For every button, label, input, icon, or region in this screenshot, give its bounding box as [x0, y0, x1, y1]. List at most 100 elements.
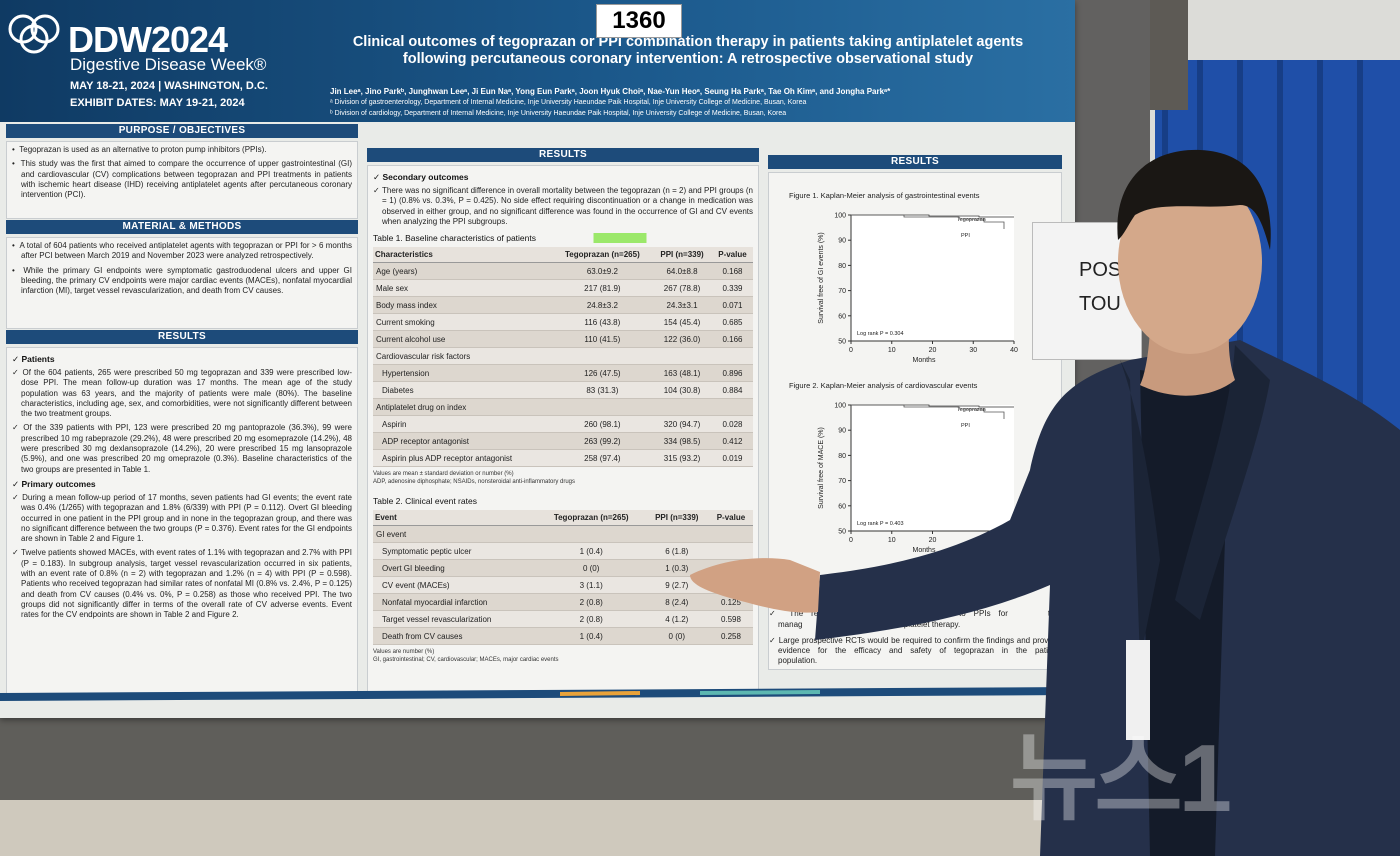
row-label: Overt GI bleeding [373, 559, 538, 578]
group-label: GI event [373, 525, 753, 544]
table-row: Symptomatic peptic ulcer 1 (0.4) 6 (1.8) [373, 542, 753, 561]
y-tick-label: 50 [838, 339, 846, 346]
table-row: Current smoking 116 (43.8) 154 (45.4) 0.685 [373, 313, 753, 332]
cell: 0.168 [711, 262, 753, 281]
dates: MAY 18-21, 2024 | WASHINGTON, D.C. [70, 80, 268, 92]
cell: 6 (1.8) [644, 542, 709, 561]
cell: 0.598 [708, 610, 753, 629]
section-heading: RESULTS [367, 148, 759, 162]
row-label: Aspirin plus ADP receptor antagonist [373, 449, 553, 468]
table-row: Male sex 217 (81.9) 267 (78.8) 0.339 [373, 279, 753, 298]
cell: 154 (45.4) [652, 313, 712, 332]
paragraph: Large prospective RCTs would be required… [769, 636, 1059, 667]
poster-title: Clinical outcomes of tegoprazan or PPI c… [352, 34, 1024, 67]
cell: 320 (94.7) [652, 415, 712, 434]
section: RESULTS Patients Of the 604 patients, 265 … [6, 330, 358, 695]
table-row: Overt GI bleeding 0 (0) 1 (0.3) [373, 559, 753, 578]
text-fragment: The resul [789, 609, 829, 619]
legend-label: PPI [961, 423, 970, 429]
section-heading: RESULTS [768, 155, 1062, 169]
figure-caption: Figure 2. Kaplan-Meier analysis of cardi… [789, 381, 978, 390]
cell: 0.896 [711, 364, 753, 383]
table-row: Age (years) 63.0±9.2 64.0±8.8 0.168 [373, 262, 753, 281]
cell: 267 (78.8) [652, 279, 712, 298]
cell: 2 (0.8) [537, 593, 645, 612]
x-tick-label: 10 [888, 537, 896, 544]
x-tick-label: 20 [929, 537, 937, 544]
cell: 258 (97.4) [552, 449, 653, 468]
y-tick-label: 90 [838, 238, 846, 245]
cell: 334 (98.5) [652, 432, 712, 451]
curve [851, 404, 1014, 408]
group-label: Antiplatelet drug on index [373, 398, 753, 417]
table-note: ADP, adenosine diphosphate; NSAIDs, nons… [373, 478, 576, 485]
table-row: Antiplatelet drug on index [373, 398, 753, 417]
y-tick-label: 100 [834, 403, 846, 410]
row-label: Target vessel revascularization [373, 610, 538, 629]
section-heading: MATERIAL & METHODS [6, 220, 358, 234]
paragraph: Of the 604 patients, 265 were prescribed… [12, 368, 352, 419]
section: PURPOSE / OBJECTIVES Tegoprazan is used a… [6, 124, 358, 219]
watermark: 뉴스1 [1010, 725, 1232, 832]
cell: 0.412 [711, 432, 753, 451]
table: Characteristics Tegoprazan (n=265) PPI (n=… [373, 247, 753, 468]
y-tick-label: 90 [838, 428, 846, 435]
subheading: Patients [12, 354, 352, 365]
subheading: Primary outcomes [12, 479, 352, 490]
exhibit-dates: EXHIBIT DATES: MAY 19-21, 2024 [70, 97, 245, 109]
column-header: PPI (n=339) [652, 247, 712, 264]
table-row: GI event [373, 525, 753, 544]
cell: 122 (36.0) [652, 330, 712, 349]
cell: 0.071 [711, 296, 753, 315]
figure-caption: Figure 1. Kaplan-Meier analysis of gastr… [789, 191, 980, 200]
table-row: Death from CV causes 1 (0.4) 0 (0) 0.258 [373, 627, 753, 646]
column-header: Tegoprazan (n=265) [537, 510, 645, 527]
cell: 0.884 [711, 381, 753, 400]
row-label: Hypertension [373, 364, 553, 383]
table: Event Tegoprazan (n=265) PPI (n=339) P-valu… [373, 510, 753, 646]
table-row: Diabetes 83 (31.3) 104 (30.8) 0.884 [373, 381, 753, 400]
affiliation: ᵇ Division of cardiology, Department of … [330, 110, 787, 117]
curve [851, 214, 1005, 229]
column-header: Event [373, 510, 538, 527]
legend-label: PPI [961, 233, 970, 239]
row-label: Current smoking [373, 313, 553, 332]
results-box: Secondary outcomes There was no signific… [367, 165, 759, 693]
legend-label: Tegoprazan [957, 217, 986, 223]
cell: 83 (31.3) [552, 381, 653, 400]
table-header: Event Tegoprazan (n=265) PPI (n=339) P-valu… [373, 510, 753, 527]
paragraph: While the primary GI endpoints were symp… [12, 266, 352, 297]
y-tick-label: 70 [838, 478, 846, 485]
section-box: Patients Of the 604 patients, 265 were pr… [6, 347, 358, 695]
cell: 110 (41.5) [552, 330, 653, 349]
figure: 50 60 70 80 90 100 0 10 20 30 40 Months Survival fre… [818, 213, 1018, 365]
legend-label: Tegoprazan [957, 407, 986, 413]
cell: 1 (0.4) [537, 542, 645, 561]
column-header: PPI (n=339) [644, 510, 709, 527]
cell: 24.8±3.2 [552, 296, 653, 315]
row-label: Diabetes [373, 381, 553, 400]
x-tick-label: 0 [849, 347, 853, 354]
cell: 263 (99.2) [552, 432, 653, 451]
authors: Jin Leeᵃ, Jino Parkᵇ, Junghwan Leeᵃ, Ji … [330, 87, 891, 96]
x-axis-label: Months [913, 357, 936, 364]
paragraph: A total of 604 patients who received ant… [12, 241, 352, 262]
paragraph: Twelve patients showed MACEs, with event… [12, 548, 352, 620]
cell [708, 542, 753, 561]
cell: 64.0±8.8 [652, 262, 712, 281]
paragraph: This study was the first that aimed to c… [12, 159, 352, 200]
sign-text: TOU [1079, 293, 1121, 315]
group-label: Cardiovascular risk factors [373, 347, 753, 366]
cell: 104 (30.8) [652, 381, 712, 400]
section-heading: RESULTS [6, 330, 358, 344]
cell: 163 (48.1) [652, 364, 712, 383]
table-row: Aspirin 260 (98.1) 320 (94.7) 0.028 [373, 415, 753, 434]
y-tick-label: 80 [838, 263, 846, 270]
row-label: Symptomatic peptic ulcer [373, 542, 538, 561]
section-box: A total of 604 patients who received ant… [6, 237, 358, 329]
row-label: Aspirin [373, 415, 553, 434]
section-box: Tegoprazan is used as an alternative to … [6, 141, 358, 219]
cell: 3 (1.1) [537, 576, 645, 595]
text-fragment: Large prospective RCTs would be required… [778, 635, 1059, 666]
